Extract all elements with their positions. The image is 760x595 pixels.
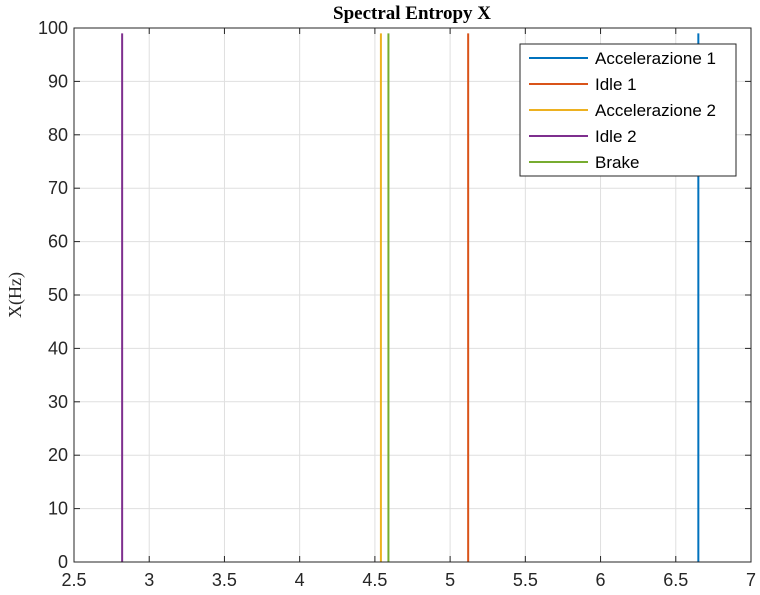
legend-label-brake: Brake (595, 153, 639, 172)
y-axis-label: X(Hz) (5, 272, 26, 318)
legend: Accelerazione 1 Idle 1 Accelerazione 2 Idle… (519, 43, 737, 177)
y-tick-label: 30 (48, 392, 68, 412)
legend-label-idle-2: Idle 2 (595, 127, 637, 146)
x-tick-label: 4.5 (362, 570, 387, 590)
x-tick-label: 2.5 (61, 570, 86, 590)
x-tick-label: 6 (596, 570, 606, 590)
x-tick-label: 4 (295, 570, 305, 590)
y-ticks: 0 10 20 30 40 50 60 70 80 90 100 (38, 18, 751, 572)
x-tick-label: 5 (445, 570, 455, 590)
x-tick-label: 7 (746, 570, 756, 590)
legend-label-idle-1: Idle 1 (595, 75, 637, 94)
y-tick-label: 70 (48, 178, 68, 198)
y-tick-label: 60 (48, 232, 68, 252)
y-tick-label: 40 (48, 338, 68, 358)
y-tick-label: 90 (48, 71, 68, 91)
y-tick-label: 100 (38, 18, 68, 38)
x-tick-label: 5.5 (513, 570, 538, 590)
x-tick-label: 6.5 (663, 570, 688, 590)
y-tick-label: 20 (48, 445, 68, 465)
legend-label-accelerazione-2: Accelerazione 2 (595, 101, 716, 120)
y-tick-label: 50 (48, 285, 68, 305)
y-tick-label: 0 (58, 552, 68, 572)
x-ticks: 2.5 3 3.5 4 4.5 5 5.5 6 6.5 7 (61, 28, 756, 590)
y-tick-label: 80 (48, 125, 68, 145)
legend-label-accelerazione-1: Accelerazione 1 (595, 49, 716, 68)
chart-title: Spectral Entropy X (333, 3, 491, 24)
y-tick-label: 10 (48, 499, 68, 519)
x-tick-label: 3.5 (212, 570, 237, 590)
x-tick-label: 3 (144, 570, 154, 590)
legend-box (519, 43, 737, 177)
